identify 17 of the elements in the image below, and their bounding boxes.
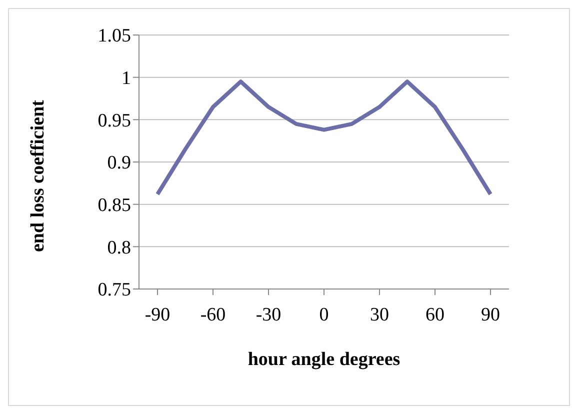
x-tick-label: -30 [256, 304, 282, 326]
x-axis-title: hour angle degrees [248, 349, 400, 370]
x-tick-label: 90 [481, 304, 500, 326]
y-tick-label: 0.95 [98, 110, 131, 132]
line-series [156, 80, 492, 196]
y-tick-label: 0.85 [98, 195, 131, 216]
x-tick-label: -60 [200, 304, 226, 326]
y-tick-label: 0.9 [107, 152, 131, 174]
y-tick-label: 1.05 [98, 26, 131, 47]
y-axis-title: end loss coefficient [28, 99, 49, 252]
y-tick-label: 1 [122, 68, 131, 90]
x-tick-label: 30 [370, 304, 389, 326]
y-tick-label: 0.75 [98, 280, 131, 301]
x-tick-label: -90 [144, 304, 170, 326]
x-tick-label: 60 [426, 304, 444, 326]
y-tick-label: 0.8 [107, 237, 131, 258]
x-tick-label: 0 [319, 304, 329, 326]
